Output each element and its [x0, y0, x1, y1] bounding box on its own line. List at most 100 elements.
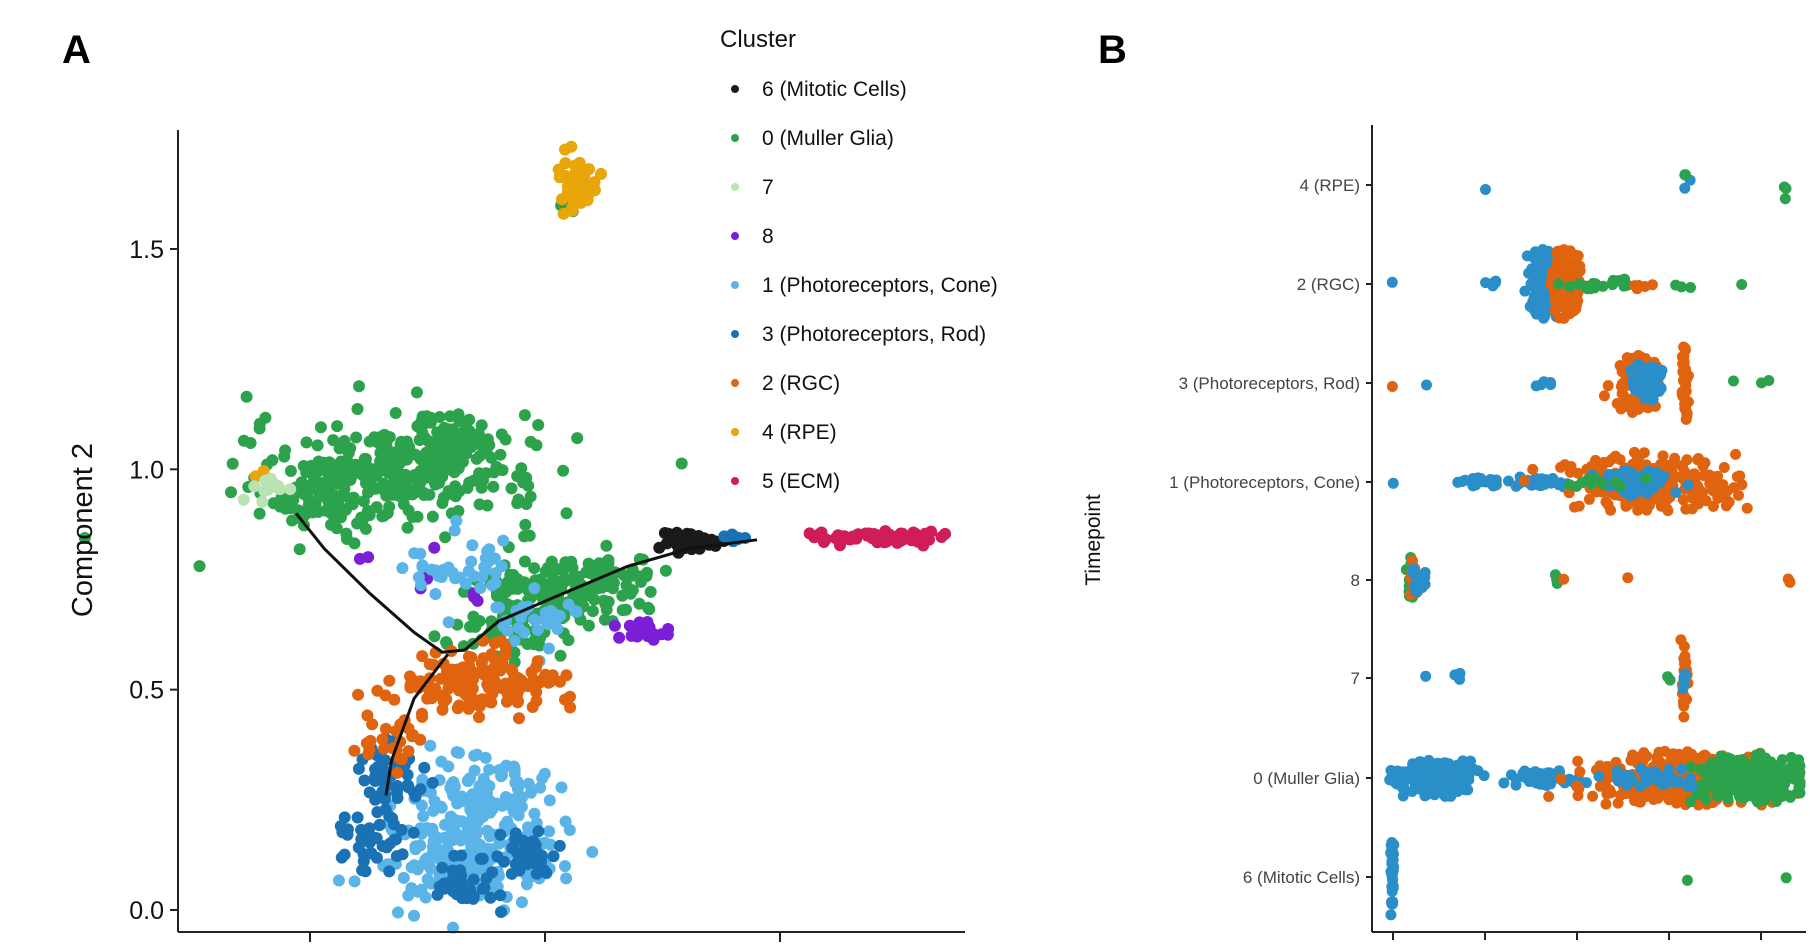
cluster-0-point [523, 529, 536, 542]
cluster-7-point [263, 474, 276, 487]
cluster-1-point [414, 839, 427, 852]
cluster-8-point [471, 594, 484, 607]
cluster-0-point [565, 555, 578, 568]
cluster-0-point [528, 638, 541, 651]
swarm-point [1452, 476, 1464, 488]
cluster-0-point [319, 487, 331, 500]
cluster-0-point [487, 480, 500, 493]
swarm-point [1465, 755, 1476, 767]
cluster-0-point [659, 564, 672, 577]
cluster-3-point [463, 888, 476, 901]
cluster-6-point [658, 527, 671, 539]
cluster-0-point [602, 595, 615, 608]
cluster-2-point [423, 658, 436, 671]
cluster-3-point [537, 863, 550, 876]
cluster-1-point [479, 751, 492, 764]
cluster-1-point [461, 775, 474, 788]
swarm-point [1680, 363, 1691, 375]
swarm-point [1565, 461, 1577, 472]
cluster-1-point [543, 825, 556, 838]
cluster-0-point [292, 504, 305, 517]
cluster-3-point [373, 819, 386, 832]
cluster-3-point [495, 906, 507, 918]
swarm-point [1730, 448, 1742, 460]
cluster-3-point [426, 776, 439, 789]
cluster-1-point [428, 795, 441, 808]
cluster-3-point [379, 803, 392, 816]
swarm-point [1487, 480, 1499, 492]
cluster-5-point [925, 525, 938, 538]
cluster-1-point [497, 762, 510, 775]
cluster-0-point [439, 531, 452, 544]
cluster-3-point [396, 848, 409, 861]
cluster-1-point [555, 781, 568, 794]
cluster-0-point [626, 584, 639, 597]
swarm-point [1571, 480, 1582, 492]
swarm-point [1631, 403, 1643, 414]
cluster-3-point [391, 784, 403, 797]
cluster-1-point [502, 796, 515, 809]
cluster-0-point [437, 430, 450, 443]
swarm-point [1680, 402, 1692, 414]
cluster-1-point [528, 613, 541, 626]
cluster-0-point [582, 619, 595, 632]
cluster-0-point [353, 380, 365, 393]
cluster-1-point [397, 871, 410, 884]
legend-label-8: 8 [762, 225, 774, 248]
cluster-2-point [434, 672, 447, 685]
cluster-0-point [519, 518, 532, 531]
swarm-point [1566, 257, 1578, 269]
cluster-0-point [389, 407, 402, 419]
cluster-7-point [274, 483, 286, 496]
swarm-point [1779, 193, 1791, 205]
cluster-0-point [433, 411, 446, 423]
swarm-point [1555, 773, 1567, 785]
swarm-point [1728, 375, 1739, 387]
swarm-point [1634, 449, 1646, 461]
swarm-point [1527, 463, 1539, 475]
swarm-point [1699, 749, 1711, 761]
cluster-0-point [375, 459, 387, 472]
swarm-point [1774, 766, 1786, 778]
cluster-2-point [511, 696, 524, 709]
cluster-3-point [494, 889, 507, 902]
swarm-point [1543, 791, 1555, 802]
swarm-point [1722, 763, 1734, 774]
category-label: 0 (Muller Glia) [1253, 769, 1360, 788]
swarm-point [1419, 766, 1430, 778]
category-label: 7 [1351, 669, 1360, 688]
cluster-1-point [490, 601, 503, 614]
swarm-point [1569, 501, 1580, 513]
cluster-1-point [417, 810, 430, 823]
cluster-3-point [402, 781, 415, 794]
scatter-points [78, 140, 952, 934]
cluster-8-point [646, 627, 659, 640]
cluster-0-point [589, 581, 601, 594]
swarm-point [1422, 788, 1434, 800]
cluster-0-point [374, 430, 387, 443]
cluster-0-point [546, 581, 559, 594]
cluster-4-point [573, 156, 586, 169]
cluster-0-point [279, 444, 292, 457]
swarm-point [1662, 505, 1674, 517]
cluster-1-point [495, 560, 508, 573]
swarm-point [1721, 485, 1733, 497]
swarm-point [1593, 770, 1605, 782]
cluster-0-point [378, 480, 391, 492]
cluster-0-point [571, 432, 584, 445]
cluster-0-point [406, 488, 419, 501]
y-axis-title-b: Timepoint [1082, 494, 1105, 586]
legend-label-3: 3 (Photoreceptors, Rod) [762, 323, 986, 346]
swarm-point [1686, 780, 1698, 792]
swarm-point [1632, 504, 1644, 516]
cluster-2-point [507, 673, 520, 686]
legend-label-6: 6 (Mitotic Cells) [762, 78, 907, 101]
cluster-1-point [435, 571, 448, 583]
cluster-0-point [309, 497, 322, 510]
swarm-point [1678, 641, 1690, 652]
cluster-0-point [240, 390, 253, 403]
legend-title: Cluster [720, 26, 796, 53]
cluster-0-point [331, 420, 344, 433]
swarm-point [1647, 790, 1659, 802]
cluster-8-point [613, 631, 626, 644]
